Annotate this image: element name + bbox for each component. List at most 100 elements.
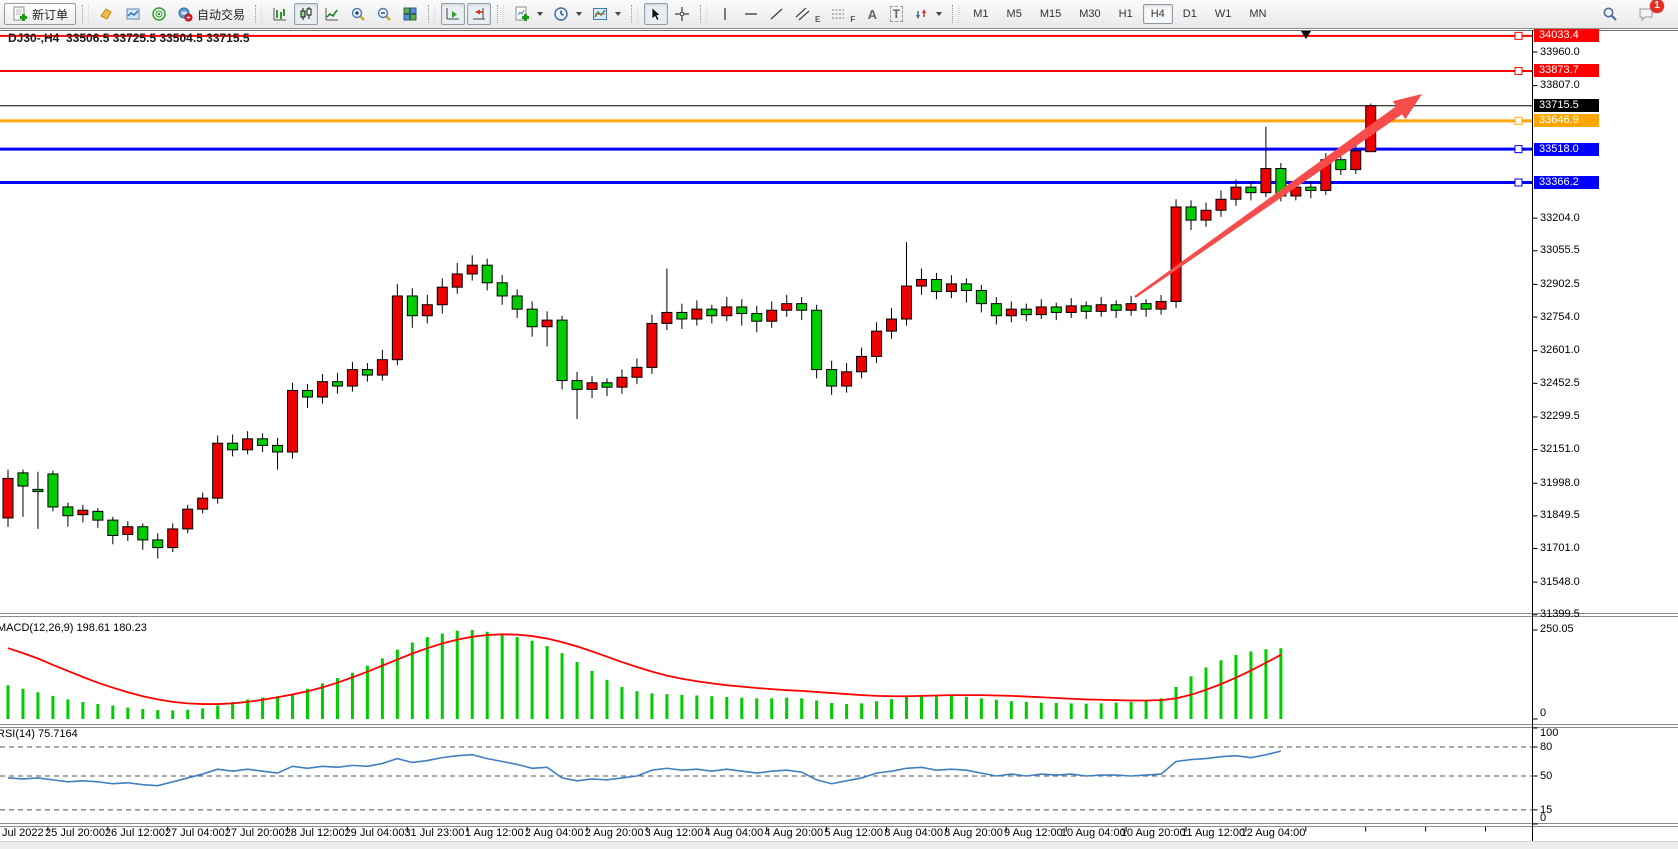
new-order-button[interactable]: 新订单	[4, 3, 77, 25]
price-tick-label: 32902.5	[1540, 277, 1580, 290]
autotrading-icon	[177, 6, 193, 22]
search-button[interactable]	[1598, 3, 1622, 25]
candles-layer	[2, 103, 1377, 559]
autotrading-button[interactable]: 自动交易	[173, 3, 249, 25]
signals-button[interactable]	[147, 3, 171, 25]
equidistant-channel-tool-button[interactable]: E	[791, 3, 824, 25]
axis-ticks	[47, 51, 1538, 832]
date-label: 27 Jul 04:00	[164, 827, 225, 839]
rsi-line	[7, 750, 1282, 787]
toolbar-grip	[82, 5, 90, 23]
clock-icon	[553, 6, 569, 22]
date-label: 31 Jul 23:00	[404, 827, 465, 839]
price-tick-label: 31548.0	[1540, 575, 1580, 588]
timeframe-button-MN[interactable]: MN	[1241, 4, 1274, 24]
text-tool-button[interactable]: A	[861, 3, 883, 25]
date-label: 12 Aug 04:00	[1240, 827, 1306, 839]
indicators-button[interactable]	[510, 3, 547, 25]
timeframe-button-M1[interactable]: M1	[965, 4, 996, 24]
line-handle[interactable]	[1514, 66, 1523, 75]
bar-chart-button[interactable]	[268, 3, 292, 25]
price-tick-label: 33807.0	[1540, 79, 1580, 92]
timeframe-button-H1[interactable]: H1	[1111, 4, 1141, 24]
line-handle[interactable]	[1514, 31, 1523, 40]
timeframe-button-H4[interactable]: H4	[1142, 4, 1173, 24]
price-tick-label: 32601.0	[1540, 344, 1580, 357]
timeframe-button-D1[interactable]: D1	[1175, 4, 1205, 24]
line-handle[interactable]	[1514, 116, 1523, 125]
crosshair-tool-button[interactable]	[670, 3, 694, 25]
charts-button[interactable]	[121, 3, 145, 25]
tile-windows-button[interactable]	[398, 3, 422, 25]
toolbar-grip	[255, 5, 263, 23]
notifications-button[interactable]: 1	[1634, 0, 1664, 25]
line-handle[interactable]	[1514, 145, 1523, 154]
candlestick-chart-button[interactable]	[294, 3, 319, 25]
trend-arrow-annotation[interactable]	[1134, 94, 1422, 298]
timeframe-button-M5[interactable]: M5	[999, 4, 1030, 24]
templates-button[interactable]	[588, 3, 625, 25]
zoom-in-button[interactable]	[346, 3, 370, 25]
horizontal-line-objects[interactable]	[0, 31, 1532, 187]
quotes-button[interactable]	[95, 3, 119, 25]
dropdown-caret-icon	[936, 12, 943, 16]
pane-borders	[0, 30, 1678, 841]
price-tick-label: 33055.5	[1540, 244, 1580, 257]
text-label-tool-icon: T	[889, 6, 903, 22]
indicators-icon	[514, 6, 530, 22]
fibonacci-tool-button[interactable]: F	[826, 3, 859, 25]
toolbar-grip	[631, 5, 639, 23]
rsi-indicator-label: RSI(14) 75.7164	[0, 728, 78, 740]
date-label: Jul 2022	[2, 827, 44, 839]
trendline-tool-button[interactable]	[765, 3, 789, 25]
rsi-axis-label-80: 80	[1540, 741, 1553, 753]
horizontal-line-tool-button[interactable]	[739, 3, 763, 25]
current-bar-marker-icon	[1301, 31, 1311, 39]
dropdown-caret-icon	[615, 12, 622, 16]
charts-icon	[125, 6, 141, 22]
date-label: 11 Aug 12:00	[1181, 827, 1246, 839]
rsi-axis-label-50: 50	[1540, 770, 1553, 782]
macd-signal-line	[7, 633, 1282, 705]
periods-button[interactable]	[549, 3, 586, 25]
arrows-tool-button[interactable]	[909, 3, 946, 25]
date-label: 8 Aug 20:00	[944, 827, 1003, 839]
timeframe-button-W1[interactable]: W1	[1207, 4, 1240, 24]
dropdown-caret-icon	[576, 12, 583, 16]
main-toolbar: 新订单 自动交易 E F A T M1 M5 M15 M30 H1 H4 D1 W1 MN 1	[0, 0, 1678, 29]
channel-icon	[795, 6, 811, 22]
notification-badge: 1	[1650, 0, 1664, 13]
date-label: 25 Jul 20:00	[45, 827, 105, 839]
quotes-icon	[99, 6, 115, 22]
price-tick-label: 32754.0	[1540, 310, 1580, 323]
text-label-tool-button[interactable]: T	[885, 3, 907, 25]
date-label: 5 Aug 12:00	[824, 827, 884, 839]
toolbar-grip	[700, 5, 708, 23]
new-order-label: 新订单	[32, 7, 69, 22]
chart-shift-button[interactable]	[467, 3, 492, 25]
fibonacci-icon	[830, 6, 846, 22]
vertical-line-tool-button[interactable]	[713, 3, 737, 25]
line-handle[interactable]	[1514, 178, 1523, 187]
new-order-icon	[12, 6, 28, 22]
dropdown-caret-icon	[537, 12, 544, 16]
fibonacci-letter: F	[850, 15, 856, 24]
chart-ohlc-title: DJ30-,H4 33506.5 33725.5 33504.5 33715.5	[8, 31, 250, 45]
timeframe-group: M1 M5 M15 M30 H1 H4 D1 W1 MN	[965, 4, 1274, 24]
zoom-out-button[interactable]	[372, 3, 396, 25]
date-label: 28 Jul 12:00	[284, 827, 345, 839]
vertical-line-icon	[717, 6, 733, 22]
candlestick-chart-icon	[298, 6, 314, 22]
auto-scroll-button[interactable]	[441, 3, 466, 25]
timeframe-button-M30[interactable]: M30	[1071, 4, 1108, 24]
cursor-icon	[648, 6, 664, 22]
zoom-in-icon	[350, 6, 366, 22]
bar-chart-icon	[272, 6, 288, 22]
line-chart-button[interactable]	[320, 3, 344, 25]
autotrading-label: 自动交易	[197, 7, 246, 22]
timeframe-button-M15[interactable]: M15	[1032, 4, 1069, 24]
cursor-tool-button[interactable]	[644, 3, 669, 25]
date-label: 27 Jul 20:00	[224, 827, 285, 839]
date-label: 1 Aug 12:00	[464, 827, 524, 839]
